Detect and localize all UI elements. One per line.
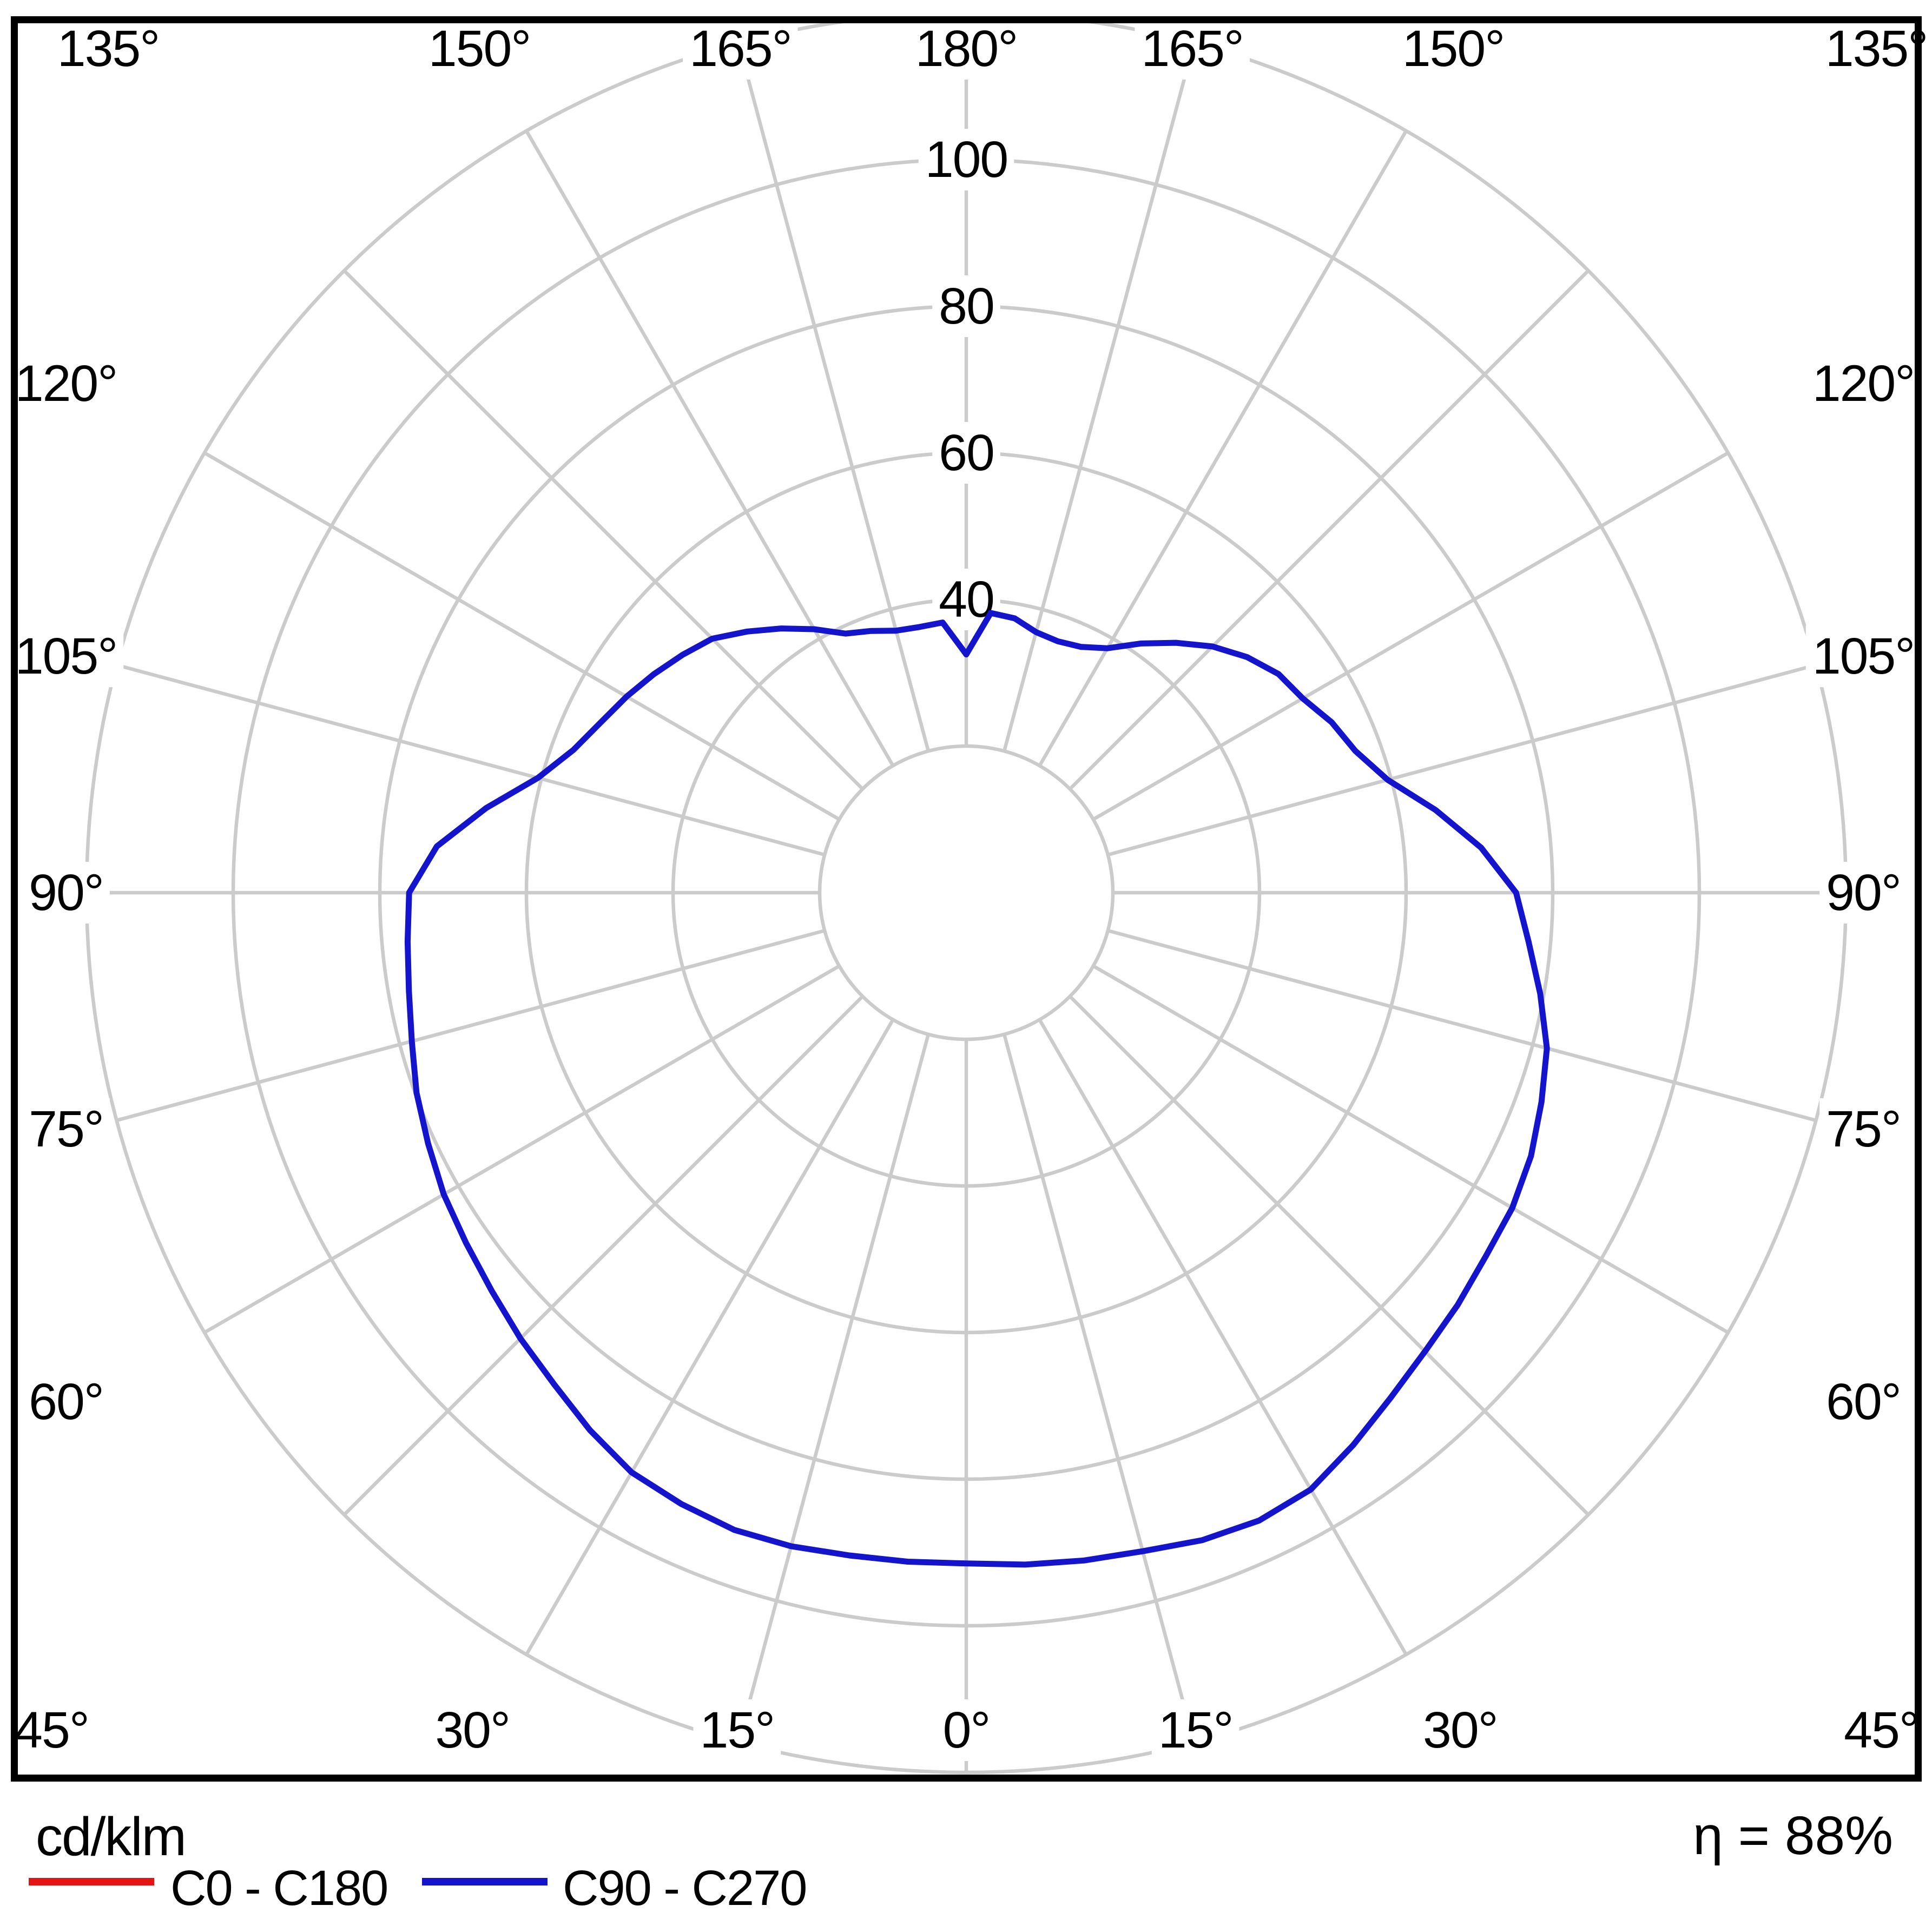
angle-label-120-right: 120°: [1812, 355, 1915, 412]
angle-label-60-right-bg: [1819, 1371, 1907, 1433]
angle-label-90-right: 90°: [1826, 864, 1901, 921]
angle-label-0: 0°: [943, 1702, 990, 1759]
angle-label-150-left: 150°: [428, 20, 531, 77]
angle-label-30-left-bg: [428, 1699, 516, 1761]
grid-spoke: [737, 1033, 930, 1743]
angle-label-180-bg: [908, 18, 1024, 80]
radial-label-100-bg: [918, 129, 1014, 190]
angle-label-60-left-bg: [22, 1371, 110, 1433]
angle-label-180: 180°: [915, 20, 1018, 77]
grid-ring-20: [817, 744, 1115, 1041]
radial-label-100: 100: [925, 131, 1008, 188]
grid-spoke: [342, 995, 864, 1516]
angle-label-135-left: 135°: [57, 20, 160, 77]
angle-label-30-right-bg: [1416, 1699, 1504, 1761]
grid-spoke: [116, 663, 826, 856]
angle-label-165-right: 165°: [1141, 20, 1243, 77]
units-label: cd/klm: [36, 1806, 187, 1867]
radial-label-80-bg: [932, 275, 1000, 337]
polar-grid: [85, 23, 1848, 1774]
angle-label-90-left-bg: [22, 862, 110, 924]
grid-spoke: [1069, 995, 1590, 1516]
axis-labels: 0° 180° 45° 45° 135° 135° 15° 15° 30° 30° 60° 60° 75…: [8, 18, 1932, 1761]
angle-label-15-left-bg: [693, 1699, 781, 1761]
angle-label-30-right: 30°: [1423, 1702, 1498, 1759]
legend-label-c90-c270: C90 - C270: [563, 1861, 807, 1916]
grid-spoke: [525, 1019, 895, 1656]
angle-label-165-right-bg: [1135, 18, 1250, 80]
angle-label-75-right: 75°: [1826, 1100, 1901, 1158]
angle-label-105-left-bg: [8, 625, 124, 688]
efficiency-label: η = 88%: [1693, 1805, 1893, 1866]
radial-label-80: 80: [939, 278, 994, 335]
angle-label-45-right: 45°: [1844, 1702, 1918, 1759]
angle-label-30-left: 30°: [435, 1702, 510, 1759]
angle-label-0-bg: [936, 1699, 997, 1761]
radial-label-60-bg: [932, 422, 1000, 484]
grid-spoke: [1107, 663, 1817, 856]
grid-spoke: [203, 964, 840, 1334]
angle-label-60-right: 60°: [1826, 1373, 1901, 1430]
angle-label-135-right-bg: [1818, 18, 1932, 80]
angle-label-120-left: 120°: [15, 355, 117, 412]
angle-label-150-left-bg: [421, 18, 537, 80]
angle-label-75-left-bg: [22, 1098, 110, 1160]
angle-label-105-right: 105°: [1812, 628, 1915, 685]
curve-c90-c270: [404, 610, 1550, 1568]
grid-spoke: [1038, 130, 1408, 767]
angle-label-15-left: 15°: [700, 1702, 775, 1759]
angle-label-45-right-bg: [1837, 1699, 1925, 1761]
angle-label-90-right-bg: [1819, 862, 1907, 924]
grid-spoke: [1092, 964, 1729, 1334]
grid-spoke: [737, 42, 930, 752]
angle-label-120-right-bg: [1805, 352, 1921, 414]
legend-swatch-c90-c270: [422, 1878, 548, 1885]
grid-spoke: [116, 929, 826, 1122]
grid-spoke: [342, 269, 864, 790]
angle-label-135-right: 135°: [1825, 20, 1928, 77]
grid-spoke: [525, 130, 895, 767]
angle-label-75-right-bg: [1819, 1098, 1907, 1160]
angle-label-75-left: 75°: [29, 1100, 103, 1158]
angle-label-15-right-bg: [1151, 1699, 1239, 1761]
angle-label-15-right: 15°: [1158, 1702, 1233, 1759]
angle-label-150-right-bg: [1395, 18, 1511, 80]
grid-spoke: [1107, 929, 1817, 1122]
grid-spoke: [1038, 1019, 1408, 1656]
angle-label-105-left: 105°: [15, 628, 117, 685]
plot-border: [11, 16, 1922, 1782]
angle-label-105-right-bg: [1805, 625, 1921, 688]
angle-label-45-left: 45°: [14, 1702, 89, 1759]
grid-spoke: [1092, 451, 1729, 821]
grid-spoke: [203, 451, 840, 821]
angle-label-165-left-bg: [683, 18, 798, 80]
angle-label-90-left: 90°: [29, 864, 103, 921]
legend-label-c0-c180: C0 - C180: [170, 1861, 388, 1916]
angle-label-165-left: 165°: [689, 20, 792, 77]
angle-label-135-left-bg: [50, 18, 166, 80]
grid-spoke: [1003, 1033, 1196, 1743]
angle-label-150-right: 150°: [1402, 20, 1505, 77]
legend-swatch-c0-c180: [29, 1878, 154, 1885]
grid-spoke: [1069, 269, 1590, 790]
angle-label-60-left: 60°: [29, 1373, 103, 1430]
angle-label-120-left-bg: [8, 352, 124, 414]
radial-label-60: 60: [939, 424, 994, 482]
angle-label-45-left-bg: [8, 1699, 95, 1761]
